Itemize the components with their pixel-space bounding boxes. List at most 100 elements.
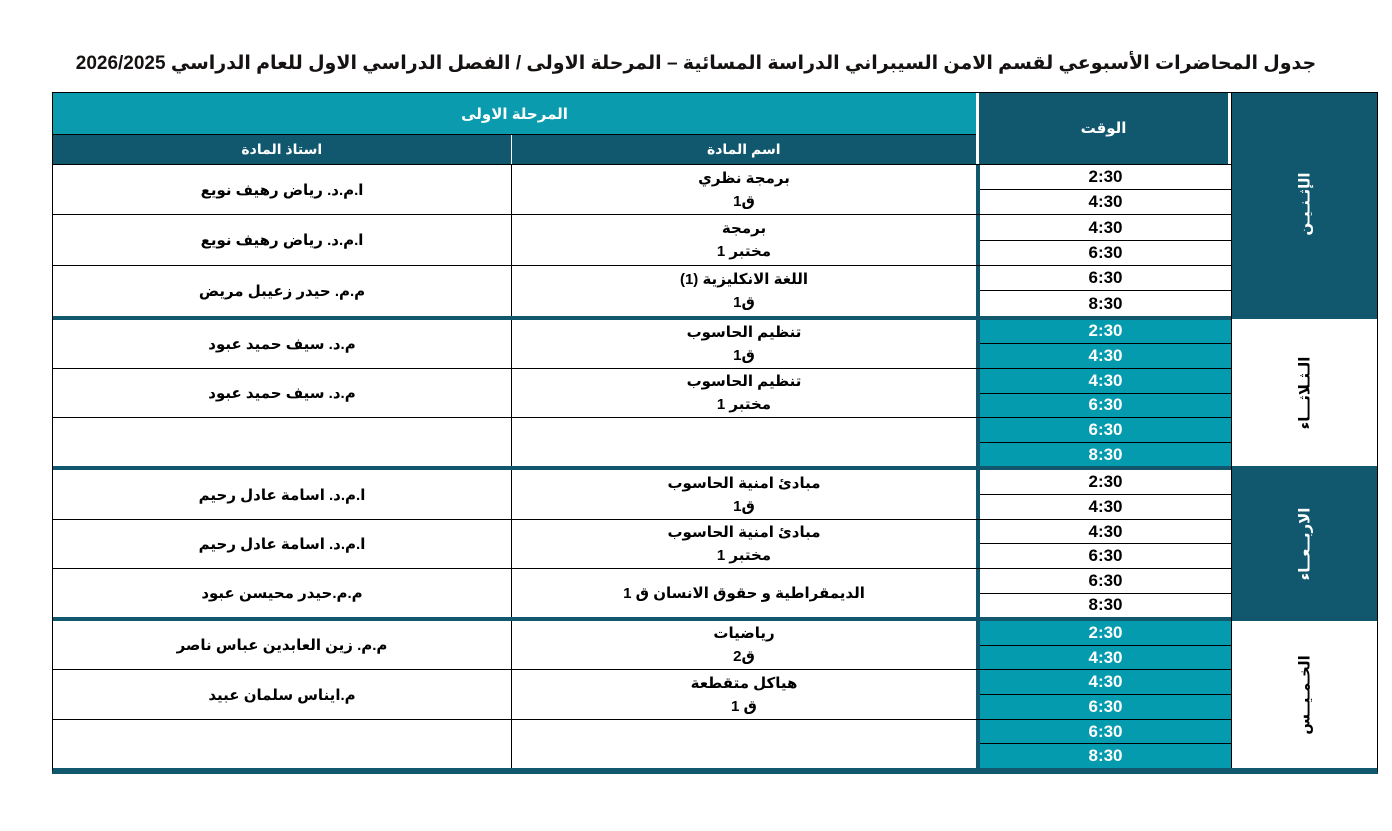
subject-name: هياكل متقطعة [690, 674, 798, 692]
subject-cell: تنظيم الحاسوب ق1 [511, 319, 976, 368]
table-row: م.م. حيدر زعيبل مريض اللغة الانكليزية (1… [53, 265, 1231, 316]
professor-cell: ا.م.د. اسامة عادل رحيم [198, 486, 366, 504]
time-slot: 2:30 [1088, 167, 1123, 187]
time-slot: 6:30 [980, 543, 1231, 568]
subject-cell: اللغة الانكليزية (1) ق1 [511, 266, 976, 316]
subject-cell [511, 719, 976, 769]
table-row: م.د. سيف حميد عبود تنظيم الحاسوب مختبر 1… [53, 367, 1231, 418]
table-row: ا.م.د. رياض رهيف نويع برمجة نظري ق1 2:30… [53, 164, 1231, 215]
day-label-thursday: الخـمـيــس [1232, 617, 1377, 768]
table-row: 6:30 8:30 [53, 417, 1231, 467]
day-label-text: الإثـنـيـن [1296, 172, 1314, 236]
table-row: م.ايناس سلمان عبيد هياكل متقطعة ق 1 4:30… [53, 669, 1231, 719]
table-row: م.د. سيف حميد عبود تنظيم الحاسوب ق1 2:30… [53, 319, 1231, 368]
professor-cell: ا.م.د. رياض رهيف نويع [200, 181, 364, 199]
subject-name: مبادئ امنية الحاسوب [667, 523, 821, 541]
day-label-text: الخـمـيــس [1296, 654, 1314, 735]
table-row: ا.م.د. اسامة عادل رحيم مبادئ امنية الحاس… [53, 518, 1231, 568]
time-pair-cell: 2:30 4:30 [976, 470, 1231, 519]
subject-room: ق1 [733, 497, 755, 515]
table-row: ا.م.د. رياض رهيف نويع برمجة مختبر 1 4:30… [53, 214, 1231, 266]
time-slot: 6:30 [1088, 570, 1123, 590]
time-pair-cell: 2:30 4:30 [976, 621, 1231, 670]
day-block-thursday: م.م. زين العابدين عباس ناصر رياضيات ق2 2… [53, 617, 1231, 769]
page-title: جدول المحاضرات الأسبوعي لقسم الامن السيب… [75, 53, 1317, 74]
professor-cell [53, 720, 511, 768]
time-slot: 6:30 [980, 694, 1231, 719]
day-label-tuesday: الـثـلاثـــاء [1232, 315, 1377, 466]
subject-cell: رياضيات ق2 [511, 621, 976, 670]
time-slot: 8:30 [980, 592, 1231, 618]
table-row: م.م.حيدر محيسن عبود الديمقراطية و حقوق ا… [53, 567, 1231, 618]
stage-header-cell: المرحلة الاولى [53, 93, 976, 135]
subject-room: ق1 [733, 192, 755, 210]
subject-room: ق1 [733, 293, 755, 311]
day-block-monday: ا.م.د. رياض رهيف نويع برمجة نظري ق1 2:30… [53, 164, 1231, 316]
schedule-table: المرحلة الاولى استاذ المادة اسم المادة ا… [52, 92, 1378, 774]
subject-name: رياضيات [713, 625, 775, 643]
time-slot: 6:30 [980, 418, 1231, 442]
subject-name: مبادئ امنية الحاسوب [667, 474, 821, 492]
time-slot: 4:30 [980, 670, 1231, 695]
subject-cell: برمجة نظري ق1 [511, 164, 976, 215]
time-slot: 6:30 [1088, 268, 1123, 288]
time-pair-cell: 4:30 6:30 [976, 215, 1231, 266]
subject-cell: برمجة مختبر 1 [511, 215, 976, 266]
professor-cell: ا.م.د. اسامة عادل رحيم [198, 535, 366, 553]
professor-cell [53, 418, 511, 466]
time-slot: 2:30 [980, 621, 1231, 645]
table-row: ا.م.د. اسامة عادل رحيم مبادئ امنية الحاس… [53, 470, 1231, 519]
professor-column-header: استاذ المادة [241, 140, 323, 157]
subject-room: ق 1 [731, 697, 757, 715]
time-pair-cell: 6:30 8:30 [976, 719, 1231, 769]
time-slot: 8:30 [980, 743, 1231, 769]
subject-cell: هياكل متقطعة ق 1 [511, 670, 976, 719]
time-pair-cell: 4:30 6:30 [976, 368, 1231, 418]
table-header: المرحلة الاولى استاذ المادة اسم المادة ا… [53, 93, 1231, 165]
time-slot: 6:30 [980, 392, 1231, 418]
time-pair-cell: 6:30 8:30 [976, 266, 1231, 316]
table-row: 6:30 8:30 [53, 718, 1231, 769]
time-slot: 8:30 [980, 441, 1231, 467]
subject-room: ق1 [733, 346, 755, 364]
time-slot: 8:30 [980, 290, 1231, 315]
schedule-main-area: المرحلة الاولى استاذ المادة اسم المادة ا… [53, 93, 1231, 769]
time-slot: 6:30 [980, 719, 1231, 744]
subject-room: مختبر 1 [716, 546, 772, 564]
time-pair-cell: 2:30 4:30 [976, 319, 1231, 368]
subject-room: مختبر 1 [716, 243, 772, 261]
subject-room: مختبر 1 [716, 396, 772, 414]
time-slot: 4:30 [980, 644, 1231, 670]
subject-cell: مبادئ امنية الحاسوب ق1 [511, 470, 976, 519]
day-block-wednesday: ا.م.د. اسامة عادل رحيم مبادئ امنية الحاس… [53, 466, 1231, 618]
time-pair-cell: 6:30 8:30 [976, 568, 1231, 618]
day-name-column: الإثـنـيـن الـثـلاثـــاء الاربــعــاء ال… [1231, 93, 1377, 768]
subject-column-header: اسم المادة [510, 135, 977, 164]
time-slot: 2:30 [1088, 472, 1123, 492]
subject-name: تنظيم الحاسوب [686, 323, 802, 341]
subject-cell [511, 418, 976, 467]
professor-cell: م.د. سيف حميد عبود [208, 335, 356, 353]
subject-name: الديمقراطية و حقوق الانسان ق 1 [623, 584, 865, 602]
column-headers-row: استاذ المادة اسم المادة [53, 135, 976, 164]
time-pair-cell: 2:30 4:30 [976, 164, 1231, 215]
day-label-monday: الإثـنـيـن [1232, 93, 1377, 315]
day-block-tuesday: م.د. سيف حميد عبود تنظيم الحاسوب ق1 2:30… [53, 315, 1231, 467]
time-slot: 4:30 [1088, 521, 1123, 541]
subject-name: برمجة نظري [698, 169, 790, 187]
time-column-header: الوقت [976, 93, 1231, 164]
time-slot: 4:30 [980, 343, 1231, 368]
time-slot: 2:30 [980, 319, 1231, 344]
professor-cell: م.د. سيف حميد عبود [208, 385, 356, 403]
table-row: م.م. زين العابدين عباس ناصر رياضيات ق2 2… [53, 621, 1231, 670]
subject-cell: تنظيم الحاسوب مختبر 1 [511, 368, 976, 418]
subject-room: ق2 [733, 648, 755, 666]
professor-cell: م.م. زين العابدين عباس ناصر [176, 637, 388, 655]
subject-name: تنظيم الحاسوب [686, 373, 802, 391]
subject-name: اللغة الانكليزية (1) [679, 270, 809, 288]
day-label-text: الـثـلاثـــاء [1296, 356, 1314, 429]
time-pair-cell: 6:30 8:30 [976, 418, 1231, 467]
professor-cell: ا.م.د. رياض رهيف نويع [200, 232, 364, 250]
time-slot: 4:30 [980, 494, 1231, 519]
